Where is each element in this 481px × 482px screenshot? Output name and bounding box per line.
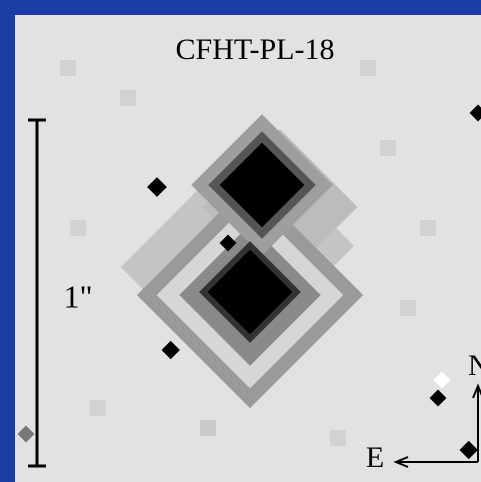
image-title: CFHT-PL-18 [176, 33, 335, 66]
compass-east: E [366, 441, 384, 474]
astronomical-image: CFHT-PL-18 1" N E [0, 0, 481, 482]
compass-north: N [468, 349, 481, 382]
scale-label: 1" [63, 278, 92, 314]
page: CFHT-PL-18 1" N E (() => { const data = … [0, 0, 481, 482]
